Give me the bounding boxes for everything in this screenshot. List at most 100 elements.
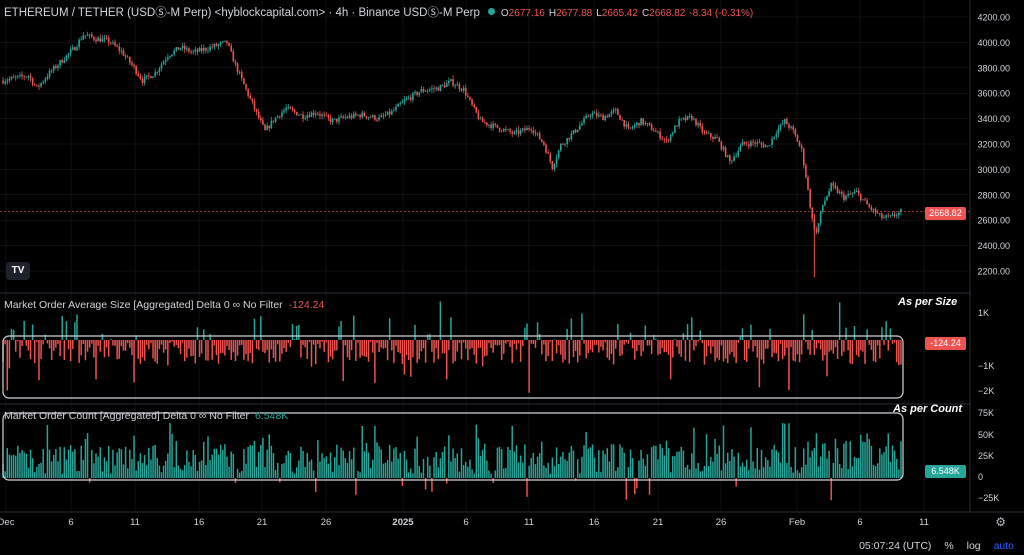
count-bar (426, 456, 429, 478)
log-toggle[interactable]: log (966, 540, 981, 552)
size-bar (264, 340, 266, 354)
count-bar (895, 458, 898, 478)
count-bar (621, 447, 623, 478)
symbol-header[interactable]: ETHEREUM / TETHER (USDⓈ-M Perp) <hyblock… (4, 4, 757, 20)
size-bar (222, 340, 224, 353)
candle-body (302, 114, 304, 119)
size-bar (348, 340, 351, 361)
candle-body (657, 131, 659, 133)
size-bar (498, 340, 501, 345)
time-tick-label: 21 (653, 517, 664, 528)
candle-body (325, 114, 328, 116)
candle-body (602, 115, 604, 121)
count-bar (36, 466, 38, 478)
size-bar (350, 340, 353, 351)
candle-body (475, 106, 478, 113)
candle-body (876, 212, 879, 214)
count-bar (353, 447, 355, 478)
candle-body (454, 85, 456, 87)
count-bar (91, 449, 93, 478)
candle-body (767, 145, 769, 147)
candle-body (636, 122, 638, 126)
size-bar (847, 340, 849, 351)
tradingview-logo[interactable]: TV (6, 262, 30, 280)
size-bar (245, 340, 247, 355)
auto-toggle[interactable]: auto (993, 540, 1014, 552)
candle-body (646, 123, 649, 124)
count-annotation: As per Count (893, 403, 963, 415)
clock: 05:07:24 (UTC) (859, 540, 932, 552)
size-bar (667, 340, 670, 355)
count-bar (703, 466, 706, 478)
percent-toggle[interactable]: % (944, 540, 954, 552)
count-bar (110, 473, 112, 478)
count-bar (72, 451, 74, 478)
candle-body (169, 55, 171, 58)
count-bar (429, 465, 431, 478)
candle-body (266, 125, 268, 131)
count-bar (350, 459, 353, 478)
size-bar (150, 340, 152, 344)
candle-body (513, 131, 516, 134)
size-bar (492, 340, 494, 353)
size-bar (363, 340, 366, 357)
size-bar (257, 340, 260, 351)
candle-body (167, 57, 169, 60)
candle-body (477, 112, 480, 120)
candle-body (874, 209, 877, 213)
count-bar (34, 472, 36, 478)
time-tick-label: 11 (130, 517, 140, 528)
count-bar (169, 422, 171, 478)
open-value: 2677.16 (508, 8, 545, 19)
candle-body (192, 51, 194, 53)
count-bar (148, 447, 150, 478)
size-indicator-legend[interactable]: Market Order Average Size [Aggregated] D… (4, 299, 324, 311)
size-bar (712, 340, 714, 347)
size-bar (249, 340, 251, 353)
candle-body (779, 124, 782, 129)
size-bar (642, 340, 644, 352)
size-bar (589, 340, 592, 350)
size-bar (207, 340, 209, 361)
candle-body (452, 79, 454, 86)
candle-body (509, 129, 511, 132)
count-bar (608, 461, 611, 478)
size-bar (545, 340, 547, 362)
candle-body (386, 111, 389, 115)
candle-body (576, 129, 579, 133)
candle-body (572, 130, 575, 134)
count-bar (475, 424, 478, 478)
count-bar (76, 471, 78, 478)
count-bar (479, 455, 482, 478)
candle-body (209, 46, 211, 51)
size-bar (133, 340, 135, 383)
candle-body (112, 42, 114, 44)
count-bar (646, 454, 649, 478)
price-tick-label: 3000.00 (977, 165, 1010, 175)
size-bar (203, 329, 205, 340)
size-bar (860, 340, 862, 351)
candle-body (416, 91, 418, 95)
count-bar (566, 461, 568, 478)
count-bar (213, 448, 216, 478)
count-bar (784, 423, 786, 478)
size-bar (484, 340, 486, 357)
count-bar (84, 438, 87, 478)
size-bar (817, 340, 820, 344)
size-bar (722, 340, 725, 362)
candle-body (864, 199, 866, 201)
size-bar (494, 340, 497, 345)
count-indicator-legend[interactable]: Market Order Count [Aggregated] Delta 0 … (4, 410, 288, 422)
time-tick-label: 6 (463, 517, 468, 528)
candle-body (450, 79, 452, 81)
count-bar (534, 464, 537, 478)
size-bar (621, 340, 623, 355)
size-bar (784, 340, 786, 356)
size-bar (418, 340, 420, 360)
size-bar (663, 340, 666, 353)
size-bar (864, 340, 866, 364)
count-bar (196, 470, 199, 478)
gear-icon[interactable]: ⚙ (995, 515, 1006, 529)
count-bar (585, 432, 587, 478)
